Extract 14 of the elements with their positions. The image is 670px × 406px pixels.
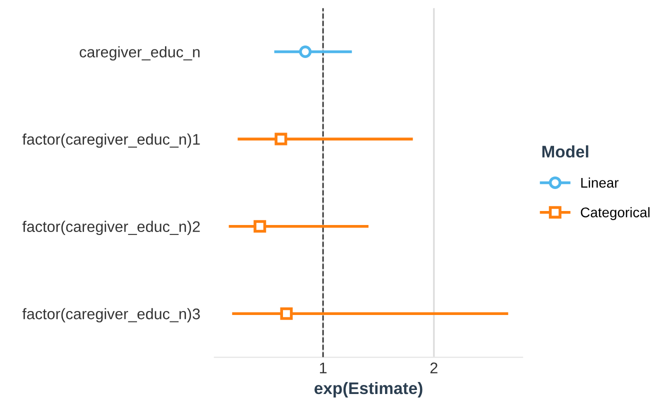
legend-title: Model: [542, 145, 588, 158]
x-axis-title: exp(Estimate): [314, 382, 422, 398]
y-tick-label: factor(caregiver_educ_n)2: [22, 220, 200, 236]
y-tick-label: factor(caregiver_educ_n)3: [22, 308, 200, 322]
x-tick-label: 1: [320, 362, 327, 374]
legend-label: Categorical: [580, 207, 650, 220]
x-tick-label: 2: [430, 362, 438, 374]
y-tick-label: caregiver_educ_n: [80, 46, 200, 60]
point: [280, 307, 293, 320]
legend-label: Linear: [581, 178, 619, 188]
point: [254, 220, 266, 233]
point: [274, 132, 288, 146]
y-tick-label: factor(caregiver_educ_n)1: [22, 134, 200, 148]
point: [299, 46, 312, 58]
